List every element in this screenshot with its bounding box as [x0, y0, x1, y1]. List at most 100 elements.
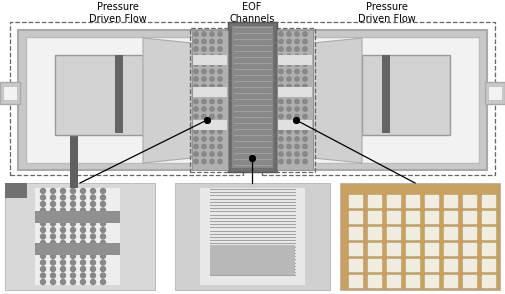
Circle shape [210, 47, 214, 51]
Circle shape [71, 253, 76, 258]
Circle shape [50, 280, 56, 285]
FancyBboxPatch shape [368, 258, 382, 273]
FancyBboxPatch shape [481, 226, 496, 240]
Circle shape [202, 114, 206, 119]
Text: Electrode
Reservoir: Electrode Reservoir [62, 69, 108, 91]
Bar [362, 55, 450, 135]
Bar [26, 37, 192, 163]
Circle shape [218, 144, 222, 149]
Circle shape [194, 159, 198, 164]
Circle shape [194, 69, 198, 74]
Circle shape [80, 273, 85, 278]
Circle shape [194, 92, 198, 96]
Bar [275, 30, 487, 170]
Circle shape [202, 32, 206, 36]
Circle shape [202, 122, 206, 126]
Circle shape [40, 201, 45, 206]
Circle shape [90, 247, 95, 252]
Circle shape [90, 221, 95, 226]
Circle shape [303, 144, 307, 149]
Circle shape [202, 152, 206, 156]
Circle shape [80, 280, 85, 285]
Circle shape [218, 84, 222, 89]
Circle shape [295, 152, 299, 156]
Circle shape [40, 273, 45, 278]
Circle shape [303, 92, 307, 96]
Circle shape [295, 129, 299, 134]
Text: Electrode
Reservoir: Electrode Reservoir [397, 69, 443, 91]
Circle shape [100, 266, 106, 271]
Circle shape [100, 188, 106, 193]
Circle shape [50, 253, 56, 258]
Circle shape [287, 122, 291, 126]
Circle shape [194, 122, 198, 126]
Circle shape [202, 144, 206, 149]
Circle shape [100, 201, 106, 206]
Circle shape [80, 266, 85, 271]
Circle shape [210, 39, 214, 44]
Bar [192, 30, 228, 170]
FancyBboxPatch shape [406, 195, 421, 208]
Circle shape [279, 129, 283, 134]
Bar [193, 120, 227, 130]
Circle shape [71, 195, 76, 200]
Circle shape [210, 99, 214, 104]
Circle shape [71, 215, 76, 220]
FancyBboxPatch shape [368, 243, 382, 256]
Circle shape [210, 129, 214, 134]
Circle shape [218, 62, 222, 66]
Circle shape [100, 260, 106, 265]
Circle shape [279, 54, 283, 59]
Circle shape [40, 240, 45, 245]
Circle shape [287, 129, 291, 134]
Circle shape [40, 260, 45, 265]
Circle shape [295, 144, 299, 149]
Circle shape [287, 99, 291, 104]
Circle shape [90, 266, 95, 271]
Bar [70, 91, 78, 188]
Circle shape [295, 122, 299, 126]
Circle shape [90, 280, 95, 285]
FancyBboxPatch shape [481, 243, 496, 256]
Circle shape [71, 188, 76, 193]
Circle shape [80, 247, 85, 252]
FancyBboxPatch shape [463, 275, 478, 288]
FancyBboxPatch shape [481, 258, 496, 273]
Circle shape [50, 195, 56, 200]
Circle shape [194, 84, 198, 89]
Circle shape [90, 234, 95, 239]
Circle shape [303, 114, 307, 119]
Circle shape [90, 228, 95, 233]
Circle shape [40, 280, 45, 285]
FancyBboxPatch shape [425, 275, 439, 288]
Circle shape [287, 32, 291, 36]
Circle shape [61, 188, 66, 193]
Circle shape [287, 92, 291, 96]
Circle shape [218, 122, 222, 126]
Circle shape [210, 114, 214, 119]
Circle shape [50, 247, 56, 252]
Circle shape [90, 273, 95, 278]
Circle shape [61, 253, 66, 258]
FancyBboxPatch shape [443, 275, 459, 288]
Circle shape [287, 77, 291, 81]
FancyBboxPatch shape [481, 275, 496, 288]
Circle shape [61, 273, 66, 278]
Circle shape [210, 152, 214, 156]
Circle shape [295, 114, 299, 119]
Circle shape [194, 54, 198, 59]
Circle shape [50, 234, 56, 239]
FancyBboxPatch shape [368, 195, 382, 208]
Circle shape [279, 144, 283, 149]
Circle shape [279, 114, 283, 119]
Circle shape [279, 62, 283, 66]
Circle shape [210, 32, 214, 36]
Circle shape [40, 266, 45, 271]
Circle shape [218, 77, 222, 81]
Bar [262, 22, 495, 175]
Circle shape [194, 62, 198, 66]
FancyBboxPatch shape [481, 195, 496, 208]
Circle shape [218, 114, 222, 119]
Bar [228, 22, 277, 172]
Circle shape [90, 253, 95, 258]
